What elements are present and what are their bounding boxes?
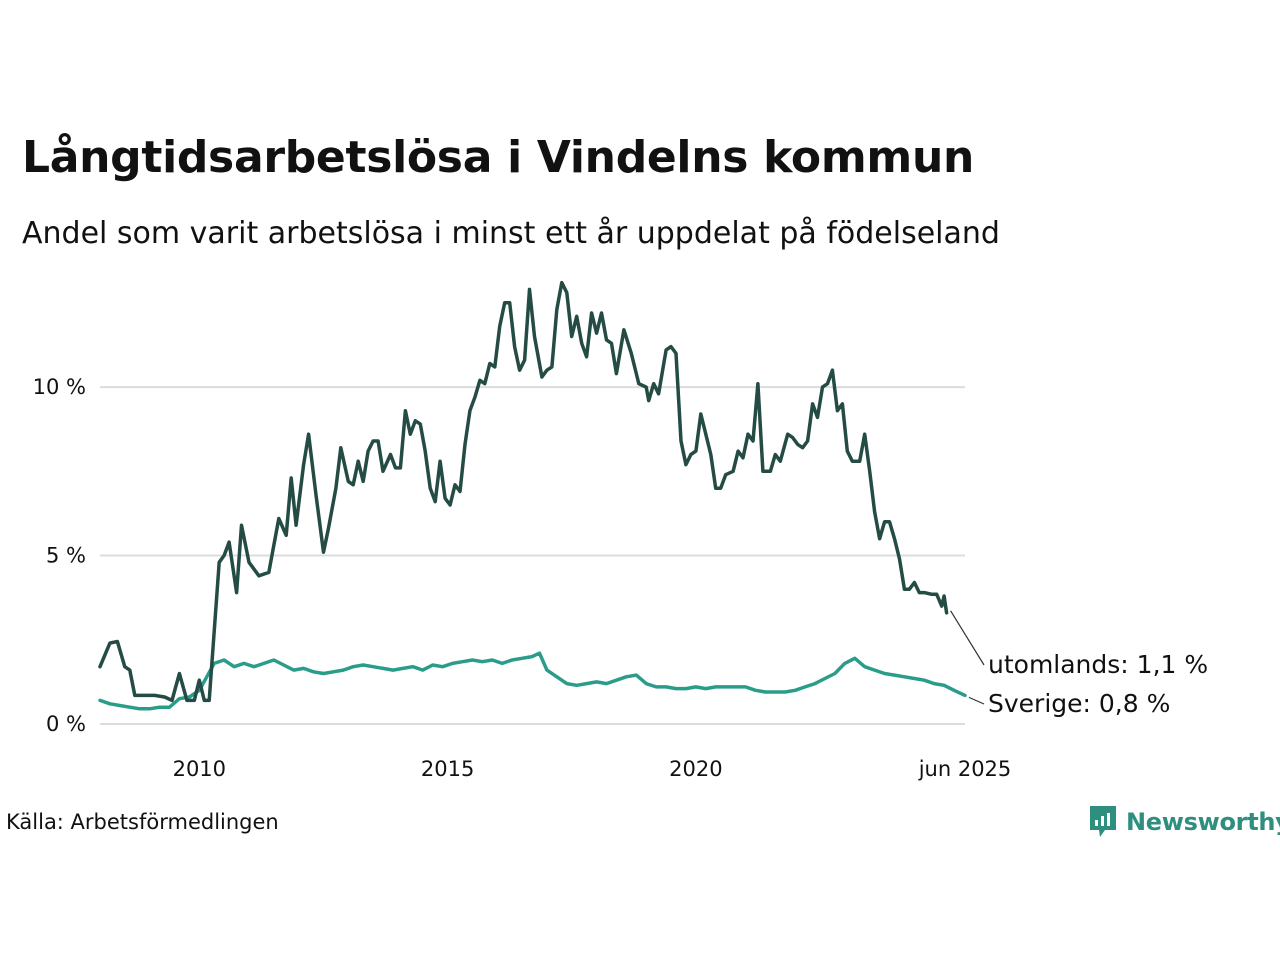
- y-tick-label: 10 %: [33, 375, 86, 399]
- x-tick-label: 2010: [173, 757, 226, 781]
- x-tick-label: 2020: [669, 757, 722, 781]
- chart-title: Långtidsarbetslösa i Vindelns kommun: [22, 132, 975, 183]
- series-line-sverige: [98, 651, 967, 711]
- y-tick-label: 0 %: [46, 712, 86, 736]
- x-axis-ticks: 2010 2015 2020 jun 2025: [173, 757, 1012, 781]
- chart-subtitle: Andel som varit arbetslösa i minst ett å…: [22, 216, 1000, 251]
- y-tick-label: 5 %: [46, 544, 86, 568]
- source-note: Källa: Arbetsförmedlingen: [6, 810, 279, 834]
- x-tick-label: 2015: [421, 757, 474, 781]
- y-axis-ticks: 0 % 5 % 10 %: [33, 375, 86, 736]
- end-labels: utomlands: 1,1 % Sverige: 0,8 %: [950, 610, 1208, 718]
- newsworthy-logo-icon: [1090, 806, 1116, 837]
- brand-name: Newsworthy: [1126, 808, 1280, 836]
- brand-logo[interactable]: Newsworthy: [1088, 804, 1280, 840]
- end-label-connector: [950, 610, 985, 666]
- line-chart: 0 % 5 % 10 % 2010 2015 2020 jun 2025 utomland…: [33, 280, 1208, 781]
- end-label-connector: [968, 696, 985, 705]
- series-lines: [98, 280, 967, 711]
- series-line-utomlands: [98, 280, 949, 703]
- end-label-sverige: Sverige: 0,8 %: [988, 689, 1170, 718]
- end-label-utomlands: utomlands: 1,1 %: [988, 650, 1208, 679]
- x-tick-label: jun 2025: [918, 757, 1012, 781]
